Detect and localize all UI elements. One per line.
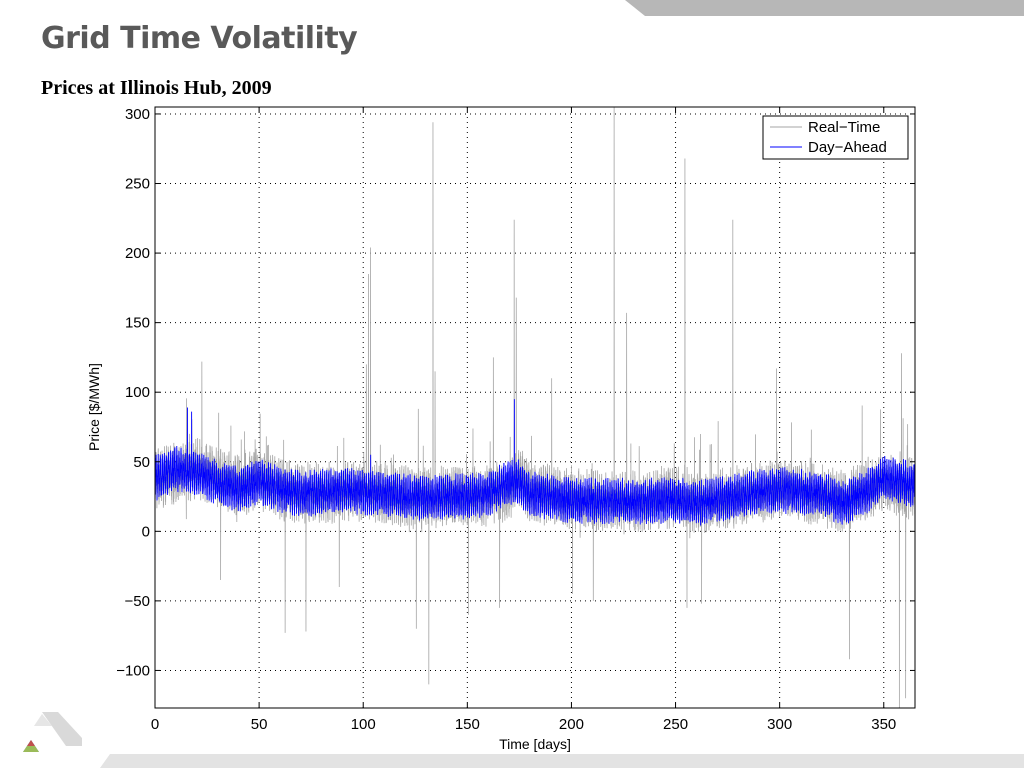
y-tick-label: 300: [125, 106, 150, 123]
x-tick-label: 300: [767, 716, 792, 733]
x-tick-label: 200: [559, 716, 584, 733]
slide-title: Grid Time Volatility: [41, 21, 358, 56]
y-tick-label: 100: [125, 384, 150, 401]
y-tick-label: 50: [133, 454, 150, 471]
footer-decor-shape: [100, 754, 1024, 768]
y-tick-label: 150: [125, 315, 150, 332]
plot-area-background: [155, 107, 915, 708]
x-tick-label: 0: [151, 716, 159, 733]
header-decor-shape: [625, 0, 1024, 16]
slide-subtitle: Prices at Illinois Hub, 2009: [41, 77, 272, 99]
y-axis-label: Price [$/MWh]: [86, 363, 102, 451]
price-chart: 0 50 100 150 200 250 300 350 −100 −50 0 50 100 150 200…: [86, 106, 916, 752]
legend-real-time-label: Real−Time: [808, 119, 880, 136]
series-layer: [154, 106, 916, 709]
y-tick-label: 250: [125, 176, 150, 193]
x-tick-label: 100: [351, 716, 376, 733]
legend-box: [762, 115, 909, 160]
chart-legend: Real−Time Day−Ahead: [762, 115, 909, 160]
y-tick-label: 200: [125, 245, 150, 262]
legend-day-ahead-label: Day−Ahead: [808, 139, 887, 156]
argonne-logo-icon: [23, 712, 82, 752]
y-tick-label: −100: [116, 662, 150, 679]
x-tick-label: 350: [871, 716, 896, 733]
axis-ticks: 0 50 100 150 200 250 300 350 −100 −50 0 50 100 150 200…: [116, 106, 915, 733]
x-tick-label: 50: [251, 716, 268, 733]
footer-decor-band: [100, 754, 1024, 768]
header-decor-band: [625, 0, 1024, 16]
x-tick-label: 250: [663, 716, 688, 733]
y-tick-label: −50: [125, 593, 150, 610]
series-day-ahead-line: [154, 399, 916, 526]
plot-area-frame: [154, 106, 916, 709]
x-axis-label: Time [days]: [499, 736, 571, 752]
y-tick-label: 0: [142, 523, 150, 540]
chart-grid: [155, 107, 915, 708]
x-tick-label: 150: [455, 716, 480, 733]
